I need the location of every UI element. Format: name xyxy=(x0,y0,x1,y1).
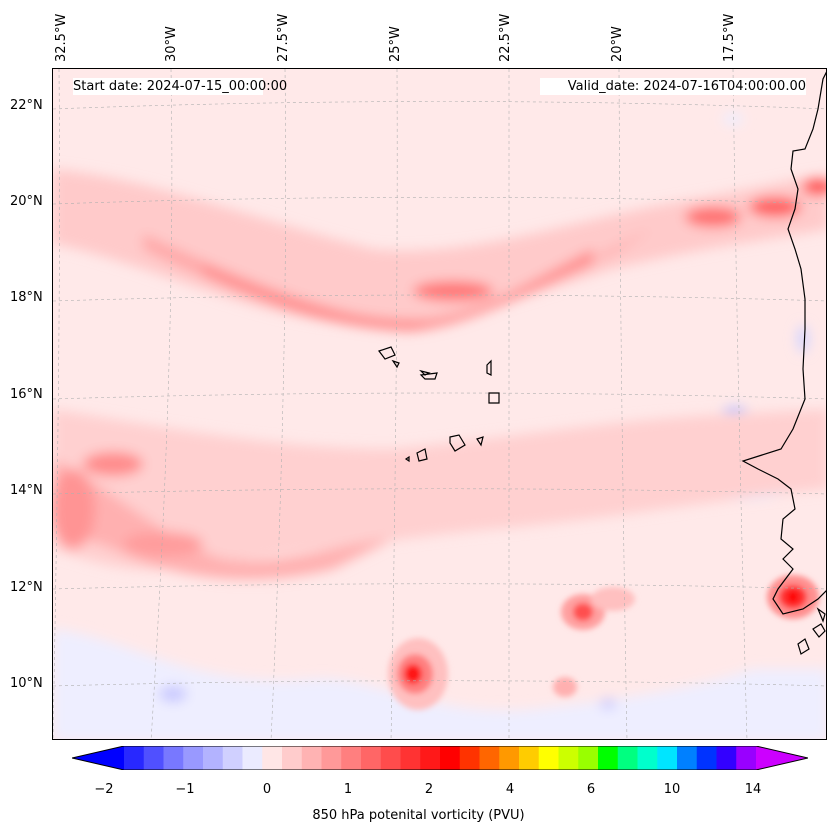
lat-tick-label: 16°N xyxy=(10,387,43,402)
colorbar-segment xyxy=(578,746,599,770)
colorbar-tick-label: 10 xyxy=(663,782,681,797)
lon-tick-label: 30°W xyxy=(164,26,179,62)
lon-tick-label: 27.5°W xyxy=(276,13,291,62)
colorbar-segment xyxy=(242,746,263,770)
lon-tick-label: 17.5°W xyxy=(722,13,737,62)
lon-tick-label: 32.5°W xyxy=(54,13,69,62)
colorbar-label: 850 hPa potenital vorticity (PVU) xyxy=(312,808,525,823)
colorbar-segment xyxy=(499,746,520,770)
colorbar-segment xyxy=(262,746,283,770)
colorbar-segment xyxy=(361,746,382,770)
colorbar-segment xyxy=(420,746,441,770)
lat-tick-label: 12°N xyxy=(10,580,43,595)
lat-tick-label: 14°N xyxy=(10,483,43,498)
colorbar-segment xyxy=(143,746,164,770)
colorbar-segment xyxy=(203,746,224,770)
lat-tick-label: 20°N xyxy=(10,194,43,209)
map-panel xyxy=(52,68,827,740)
colorbar xyxy=(72,746,808,770)
pv-maxima xyxy=(388,575,819,710)
valid-date-label: Valid_date: 2024-07-16T04:00:00.00 xyxy=(540,78,806,95)
colorbar-tick-label: 2 xyxy=(424,782,434,797)
colorbar-segment xyxy=(696,746,717,770)
colorbar-tick-label: −1 xyxy=(175,782,195,797)
colorbar-tick-label: 4 xyxy=(505,782,515,797)
colorbar-tick-label: 1 xyxy=(343,782,353,797)
coastline xyxy=(741,71,826,655)
lat-tick-label: 18°N xyxy=(10,290,43,305)
colorbar-segment xyxy=(459,746,480,770)
colorbar-segment xyxy=(163,746,184,770)
colorbar-segment xyxy=(222,746,243,770)
colorbar-tick-label: −2 xyxy=(94,782,114,797)
colorbar-segment xyxy=(400,746,421,770)
start-date-label: Start date: 2024-07-15_00:00:00 xyxy=(73,78,288,95)
colorbar-segment xyxy=(519,746,540,770)
lon-tick-label: 20°W xyxy=(610,26,625,62)
colorbar-extend-min xyxy=(72,746,124,770)
pv-background xyxy=(53,69,826,739)
cape-verde-islands xyxy=(378,346,500,463)
colorbar-extend-max xyxy=(756,746,808,770)
colorbar-segment xyxy=(598,746,619,770)
colorbar-segment xyxy=(301,746,322,770)
pv-band-south xyxy=(53,409,826,580)
colorbar-segment xyxy=(321,746,342,770)
colorbar-tick-label: 14 xyxy=(744,782,762,797)
colorbar-segment xyxy=(282,746,303,770)
colorbar-tick-label: 6 xyxy=(586,782,596,797)
colorbar-segment xyxy=(380,746,401,770)
colorbar-segment xyxy=(124,746,145,770)
lon-tick-label: 22.5°W xyxy=(498,13,513,62)
colorbar-segment xyxy=(736,746,757,770)
colorbar-segment xyxy=(183,746,204,770)
colorbar-segment xyxy=(440,746,461,770)
colorbar-segment xyxy=(657,746,678,770)
colorbar-tick-label: 0 xyxy=(262,782,272,797)
colorbar-segment xyxy=(617,746,638,770)
colorbar-segment xyxy=(341,746,362,770)
pv-field-map xyxy=(53,69,826,739)
colorbar-segment xyxy=(716,746,737,770)
colorbar-segment xyxy=(637,746,658,770)
colorbar-segment xyxy=(538,746,559,770)
colorbar-segment xyxy=(677,746,698,770)
colorbar-segment xyxy=(479,746,500,770)
graticule xyxy=(53,69,826,739)
lat-tick-label: 10°N xyxy=(10,676,43,691)
lat-tick-label: 22°N xyxy=(10,98,43,113)
colorbar-segment xyxy=(558,746,579,770)
lon-tick-label: 25°W xyxy=(388,26,403,62)
